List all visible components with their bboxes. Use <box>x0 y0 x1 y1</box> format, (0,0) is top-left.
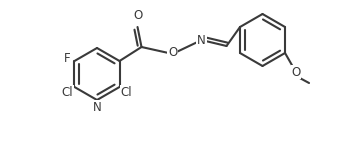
Text: F: F <box>64 52 71 66</box>
Text: Cl: Cl <box>62 85 73 98</box>
Text: O: O <box>291 66 301 78</box>
Text: O: O <box>133 9 142 22</box>
Text: N: N <box>197 33 206 47</box>
Text: Cl: Cl <box>121 85 132 98</box>
Text: N: N <box>93 101 101 114</box>
Text: O: O <box>168 45 177 59</box>
